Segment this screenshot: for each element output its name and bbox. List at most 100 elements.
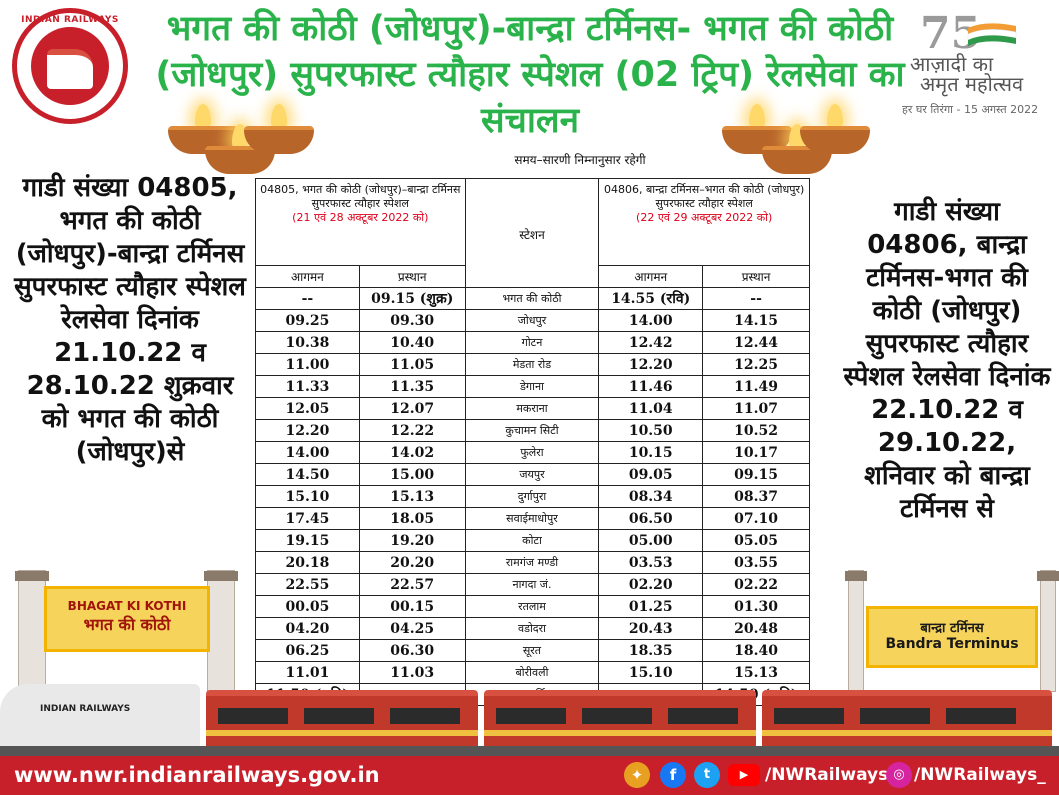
right-arrival-cell: 12.42 (598, 331, 704, 354)
social-handle-2[interactable]: /NWRailways_ (914, 765, 1046, 785)
station-board-bhagat-ki-kothi: BHAGAT KI KOTHI भगत की कोठी (44, 586, 210, 652)
station-cell: रतलाम (464, 595, 600, 618)
right-departure-cell: -- (702, 287, 810, 310)
right-arrival-cell: 11.04 (598, 397, 704, 420)
diya-icon (800, 104, 870, 154)
board-pillar (1037, 570, 1059, 692)
train-coach (762, 690, 1052, 752)
page-title: भगत की कोठी (जोधपुर)-बान्द्रा टर्मिनस- भ… (155, 9, 905, 141)
right-departure-cell: 12.25 (702, 353, 810, 376)
table-row: 12.05 12.07 मकराना 11.04 11.07 (255, 397, 810, 420)
left-departure-cell: 11.35 (358, 375, 466, 398)
right-arrival-header: आगमन (598, 265, 704, 288)
table-row: 17.45 18.05 सवाईमाधोपुर 06.50 07.10 (255, 507, 810, 530)
right-departure-cell: 02.22 (702, 573, 810, 596)
station-cell: नागदा जं. (464, 573, 600, 596)
left-train-dates: (21 एवं 28 अक्टूबर 2022 को) (292, 211, 429, 224)
board-left-hindi: भगत की कोठी (83, 615, 171, 634)
right-arrival-cell: 15.10 (598, 661, 704, 684)
right-arrival-cell: 10.50 (598, 419, 704, 442)
left-departure-cell: 15.13 (358, 485, 466, 508)
left-arrival-cell: 15.10 (255, 485, 360, 508)
left-departure-cell: 18.05 (358, 507, 466, 530)
diya-icon (244, 104, 314, 154)
instagram-icon[interactable]: ◎ (886, 762, 912, 788)
left-departure-cell: 12.07 (358, 397, 466, 420)
table-row: 11.33 11.35 डेगाना 11.46 11.49 (255, 375, 810, 398)
logo-ring-text: INDIAN RAILWAYS (21, 15, 119, 25)
social-handle-1[interactable]: /NWRailways (765, 765, 889, 785)
left-departure-cell: 10.40 (358, 331, 466, 354)
logo-line-3: हर घर तिरंगा - 15 अगस्त 2022 (902, 103, 1039, 116)
left-train-name: 04805, भगत की कोठी (जोधपुर)–बान्द्रा टर्… (260, 183, 461, 210)
left-arrival-cell: 17.45 (255, 507, 360, 530)
table-row: 11.01 11.03 बोरीवली 15.10 15.13 (255, 661, 810, 684)
left-departure-cell: 22.57 (358, 573, 466, 596)
right-departure-cell: 10.17 (702, 441, 810, 464)
board-pillar (204, 570, 238, 692)
left-departure-cell: 20.20 (358, 551, 466, 574)
right-departure-cell: 15.13 (702, 661, 810, 684)
website-link[interactable]: www.nwr.indianrailways.gov.in (14, 763, 380, 787)
board-pillar (845, 570, 867, 692)
table-row: 15.10 15.13 दुर्गापुरा 08.34 08.37 (255, 485, 810, 508)
left-departure-cell: 09.15 (शुक्र) (358, 287, 466, 310)
left-arrival-cell: 20.18 (255, 551, 360, 574)
loco-badge: INDIAN RAILWAYS (40, 704, 131, 714)
left-arrival-cell: 12.05 (255, 397, 360, 420)
left-arrival-cell: -- (255, 287, 360, 310)
left-departure-cell: 09.30 (358, 309, 466, 332)
right-arrival-cell: 09.05 (598, 463, 704, 486)
right-departure-cell: 12.44 (702, 331, 810, 354)
table-row: 11.00 11.05 मेडता रोड 12.20 12.25 (255, 353, 810, 376)
locomotive-icon (47, 49, 93, 89)
left-departure-cell: 19.20 (358, 529, 466, 552)
right-arrival-cell: 08.34 (598, 485, 704, 508)
twitter-icon[interactable]: t (694, 762, 720, 788)
rail-track (0, 746, 1059, 756)
table-row: 12.20 12.22 कुचामन सिटी 10.50 10.52 (255, 419, 810, 442)
left-arrival-cell: 14.50 (255, 463, 360, 486)
right-departure-cell: 03.55 (702, 551, 810, 574)
logo-line-1: आज़ादी का (910, 52, 994, 76)
left-arrival-cell: 19.15 (255, 529, 360, 552)
board-left-english: BHAGAT KI KOTHI (67, 599, 187, 613)
left-departure-cell: 14.02 (358, 441, 466, 464)
right-departure-cell: 20.48 (702, 617, 810, 640)
facebook-icon[interactable]: f (660, 762, 686, 788)
table-row: 04.20 04.25 वडोदरा 20.43 20.48 (255, 617, 810, 640)
left-departure-cell: 11.05 (358, 353, 466, 376)
table-row: 10.38 10.40 गोटन 12.42 12.44 (255, 331, 810, 354)
right-arrival-cell: 10.15 (598, 441, 704, 464)
station-cell: दुर्गापुरा (464, 485, 600, 508)
right-departure-cell: 10.52 (702, 419, 810, 442)
left-departure-cell: 15.00 (358, 463, 466, 486)
youtube-icon[interactable]: ▶ (728, 764, 760, 786)
right-train-name: 04806, बान्द्रा टर्मिनस–भगत की कोठी (जोध… (604, 183, 805, 210)
indian-railways-logo: INDIAN RAILWAYS (12, 8, 128, 124)
timetable-body: -- 09.15 (शुक्र) भगत की कोठी 14.55 (रवि) -- 0… (255, 287, 810, 706)
station-cell: सूरत (464, 639, 600, 662)
station-cell: मकराना (464, 397, 600, 420)
station-cell: बोरीवली (464, 661, 600, 684)
left-departure-cell: 06.30 (358, 639, 466, 662)
right-arrival-cell: 20.43 (598, 617, 704, 640)
left-arrival-cell: 11.01 (255, 661, 360, 684)
left-arrival-cell: 00.05 (255, 595, 360, 618)
right-departure-cell: 11.07 (702, 397, 810, 420)
lamp-icon: ✦ (624, 762, 650, 788)
right-departure-cell: 11.49 (702, 375, 810, 398)
board-right-hindi: बान्द्रा टर्मिनस (920, 621, 984, 636)
left-arrival-cell: 10.38 (255, 331, 360, 354)
station-header: स्टेशन (464, 178, 600, 288)
right-arrival-cell: 01.25 (598, 595, 704, 618)
left-departure-cell: 04.25 (358, 617, 466, 640)
left-arrival-cell: 09.25 (255, 309, 360, 332)
train-coach (206, 690, 478, 752)
left-departure-cell: 00.15 (358, 595, 466, 618)
left-departure-cell: 12.22 (358, 419, 466, 442)
schedule-subtitle: समय–सारणी निम्नानुसार रहेगी (514, 153, 646, 167)
logo-line-2: अमृत महोत्सव (920, 72, 1024, 96)
right-arrival-cell: 02.20 (598, 573, 704, 596)
right-train-dates: (22 एवं 29 अक्टूबर 2022 को) (636, 211, 773, 224)
